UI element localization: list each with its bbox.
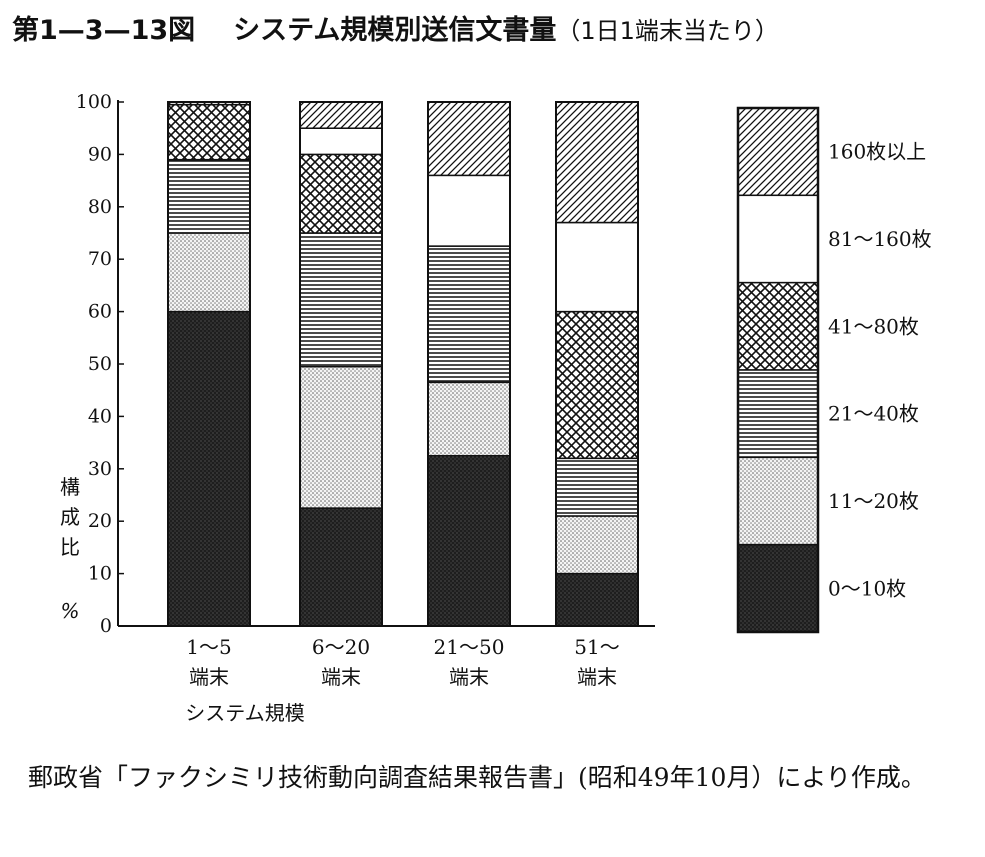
y-tick-label: 100 <box>76 91 112 113</box>
y-tick-label: 20 <box>88 510 112 532</box>
title-subtitle: （1日1端末当たり） <box>556 17 779 45</box>
y-tick-label: 40 <box>88 405 112 427</box>
x-axis-labels: 1～5 端末 6～20 端末 21～50 端末 51～ 端末 <box>186 635 619 689</box>
x-tick-label: 6～20 <box>312 635 370 659</box>
bar-segment-s1 <box>167 232 251 313</box>
y-axis-title-char: 成 <box>60 505 80 529</box>
legend-swatch-s0 <box>737 543 819 633</box>
source-note: 郵政省「ファクシミリ技術動向調査結果報告書」(昭和49年10月）により作成。 <box>28 763 926 792</box>
y-tick-label: 50 <box>88 353 112 375</box>
legend-swatch-s5 <box>737 107 819 197</box>
legend-label: 21～40枚 <box>828 402 919 426</box>
bar-segment-s0 <box>427 454 511 627</box>
bar-segment-s4 <box>299 127 383 156</box>
x-tick-label: 1～5 <box>186 635 231 659</box>
bar-segment-s1 <box>427 381 511 457</box>
legend-label: 0～10枚 <box>828 576 906 600</box>
x-tick-label-unit: 端末 <box>189 665 229 689</box>
bar-segment-s0 <box>167 310 251 627</box>
bar-outline <box>555 101 639 627</box>
legend-swatch-s3 <box>737 281 819 371</box>
y-tick-label: 0 <box>100 615 112 637</box>
legend-swatch-s1 <box>737 456 819 546</box>
bar-segment-s2 <box>555 457 639 517</box>
x-axis-title: システム規模 <box>185 701 304 725</box>
legend-frame <box>736 106 820 634</box>
bar-segment-s3 <box>299 153 383 234</box>
bar-segment-s5 <box>555 101 639 224</box>
legend: 160枚以上 81～160枚 41～80枚 21～40枚 11～20枚 0～10枚 <box>736 106 932 634</box>
x-tick-label-unit: 端末 <box>577 665 617 689</box>
bars-group <box>167 101 639 627</box>
bar-outline <box>427 101 511 627</box>
y-tick-label: 90 <box>88 143 112 165</box>
bar-segment-s5 <box>299 101 383 129</box>
bar-segment-s5 <box>427 101 511 177</box>
figure-number: 第1—3—13図 <box>12 15 196 46</box>
bar-outline <box>299 101 383 627</box>
x-tick-label: 51～ <box>574 635 619 659</box>
y-axis-ticks: 0 10 20 30 40 50 60 70 80 90 100 <box>76 91 124 637</box>
bar-segment-s1 <box>555 515 639 575</box>
bar-segment-s3 <box>555 310 639 460</box>
title-text: システム規模別送信文書量 <box>233 15 557 46</box>
legend-label: 11～20枚 <box>828 489 919 513</box>
legend-swatch-s2 <box>737 369 819 459</box>
chart-title: 第1—3—13図 システム規模別送信文書量（1日1端末当たり） <box>12 8 779 47</box>
y-tick-label: 70 <box>88 248 112 270</box>
legend-swatch-s4 <box>737 194 819 284</box>
y-tick-label: 10 <box>88 563 112 585</box>
legend-label: 81～160枚 <box>828 227 932 251</box>
bar-segment-s1 <box>299 365 383 509</box>
x-tick-label: 21～50 <box>434 635 505 659</box>
x-tick-label-unit: 端末 <box>321 665 361 689</box>
y-tick-label: 80 <box>88 196 112 218</box>
legend-label: 160枚以上 <box>828 140 926 164</box>
bar-segment-s3 <box>167 103 251 161</box>
y-axis-title-char: % <box>60 599 79 623</box>
bar-segment-s2 <box>167 158 251 234</box>
y-axis-title-char: 比 <box>60 535 80 559</box>
legend-label: 41～80枚 <box>828 314 919 338</box>
y-tick-label: 60 <box>88 301 112 323</box>
stacked-bar-chart: 0 10 20 30 40 50 60 70 80 90 100 構成比% 1～5 端末 6～20 端末 2… <box>60 91 932 725</box>
bar-segment-s2 <box>299 232 383 368</box>
bar-segment-s4 <box>555 221 639 313</box>
bar-segment-s0 <box>299 507 383 627</box>
y-axis-title-char: 構 <box>60 475 80 499</box>
y-axis-title: 構成比% <box>60 475 80 623</box>
bar-segment-s0 <box>555 572 639 627</box>
x-tick-label-unit: 端末 <box>449 665 489 689</box>
bar-segment-s4 <box>427 174 511 247</box>
bar-segment-s2 <box>427 245 511 384</box>
bar-outline <box>167 101 251 627</box>
y-tick-label: 30 <box>88 458 112 480</box>
